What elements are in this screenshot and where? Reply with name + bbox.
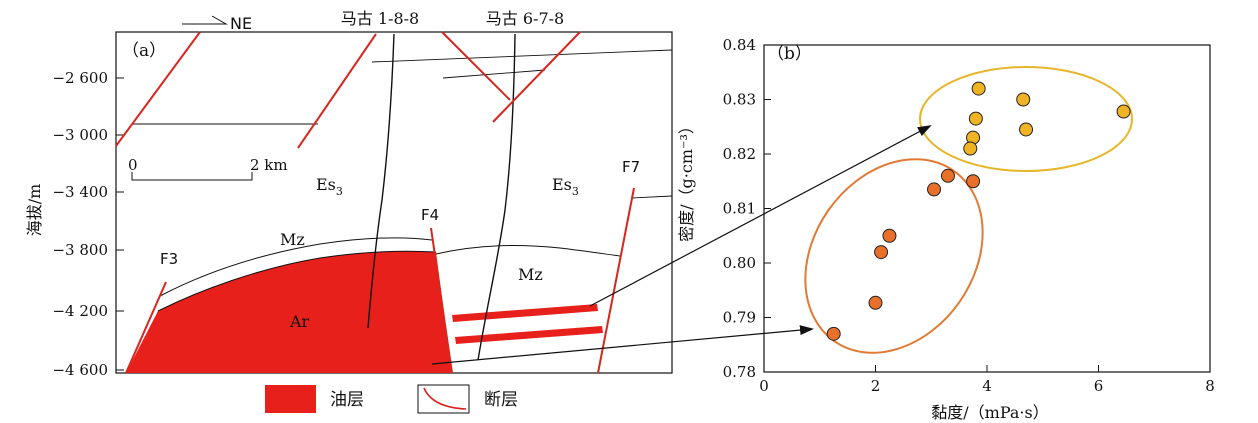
x-axis-ticks: 0 2 4 6 8	[759, 365, 1215, 395]
y-tick-label: −2 600	[52, 69, 108, 87]
yellow-data-point	[1019, 122, 1034, 137]
scatter-panel: 0 2 4 6 8 0.78 0.79 0.80 0.81 0.82 0.83 0.84 （b） 黏…	[677, 36, 1215, 422]
y-tick-label: 0.78	[723, 363, 756, 381]
legend-fault-label: 断层	[484, 390, 518, 410]
mz-top-right	[435, 245, 621, 257]
y-tick-label: 0.81	[723, 200, 756, 218]
yellow-data-point	[1016, 92, 1031, 107]
orange-data-point	[882, 228, 897, 243]
x-axis-title: 黏度/（mPa·s）	[931, 403, 1048, 422]
y-axis-ticks	[116, 77, 124, 371]
orange-data-point	[966, 174, 981, 189]
y-tick-label: −3 400	[52, 183, 108, 201]
formation-label-es3: Es3	[552, 175, 579, 198]
y-tick-label: 0.82	[723, 145, 756, 163]
fault-label: F7	[622, 158, 640, 176]
y-tick-label: 0.83	[723, 91, 756, 109]
legend-oil-label: 油层	[330, 390, 364, 410]
fault-label: F4	[421, 206, 439, 224]
cross-section-panel: −2 600 −3 000 −3 400 −3 800 −4 200 −4 60…	[25, 9, 673, 379]
oil-layer-lower	[455, 326, 603, 344]
horizon-line	[631, 195, 673, 199]
formation-label-ar: Ar	[289, 312, 310, 331]
y-axis-title: 海拔/m	[25, 184, 44, 237]
fault-label: F3	[160, 250, 178, 268]
orange-data-point	[868, 295, 883, 310]
direction-arrow-icon	[182, 15, 228, 25]
scale-end-label: 2 km	[250, 156, 288, 174]
well-label: 马古 6-7-8	[486, 9, 564, 28]
yellow-data-point	[971, 81, 986, 96]
connector-arrow-upper	[589, 125, 932, 307]
mz-top-left	[159, 237, 433, 297]
y-tick-label: 0.80	[723, 254, 756, 272]
y-tick-label: −3 000	[52, 126, 108, 144]
data-points	[826, 81, 1131, 341]
fault-lines	[115, 31, 635, 374]
yellow-data-point	[1116, 104, 1131, 119]
x-tick-label: 6	[1094, 377, 1104, 395]
y-tick-label: 0.79	[723, 309, 756, 327]
yellow-group-ellipse	[919, 66, 1133, 172]
legend: 油层 断层	[265, 384, 518, 414]
ar-oil-body	[126, 251, 452, 373]
panel-label-a: （a）	[122, 41, 166, 61]
x-tick-label: 2	[871, 377, 881, 395]
orange-data-point	[874, 245, 889, 260]
orange-group-ellipse	[804, 158, 984, 354]
legend-fault-swatch	[417, 384, 470, 414]
connector-arrow-lower	[431, 325, 814, 365]
yellow-data-point	[968, 111, 983, 126]
formation-label-es3: Es3	[316, 175, 343, 198]
y-tick-label: −4 600	[52, 361, 108, 379]
well-path	[367, 33, 395, 329]
legend-oil-swatch	[265, 385, 316, 413]
x-tick-label: 4	[982, 377, 992, 395]
oil-layer-upper	[452, 304, 598, 322]
direction-label: NE	[230, 14, 252, 33]
orange-data-point	[826, 326, 841, 341]
y-axis-ticks: 0.78 0.79 0.80 0.81 0.82 0.83 0.84	[723, 36, 771, 381]
x-tick-label: 8	[1205, 377, 1215, 395]
yellow-data-point	[963, 141, 978, 156]
orange-data-point	[927, 182, 942, 197]
formation-label-mz: Mz	[280, 230, 305, 249]
x-tick-label: 0	[759, 377, 769, 395]
formation-label-mz: Mz	[518, 265, 543, 284]
y-tick-label: −4 200	[52, 302, 108, 320]
well-path	[477, 33, 516, 361]
scale-bar	[131, 172, 253, 181]
orange-data-point	[940, 168, 955, 183]
plot-frame	[763, 44, 1211, 373]
scale-start-label: 0	[128, 156, 138, 174]
panel-label-b: （b）	[767, 44, 812, 64]
horizon-line	[371, 49, 673, 63]
well-label: 马古 1-8-8	[341, 9, 419, 28]
y-tick-label: −3 800	[52, 241, 108, 259]
y-tick-label: 0.84	[723, 36, 756, 54]
y-axis-title: 密度/（g·cm⁻³）	[677, 118, 696, 242]
ar-top-line	[157, 250, 437, 312]
horizon-line	[442, 69, 546, 79]
legend-fault-curve-icon	[423, 387, 467, 410]
